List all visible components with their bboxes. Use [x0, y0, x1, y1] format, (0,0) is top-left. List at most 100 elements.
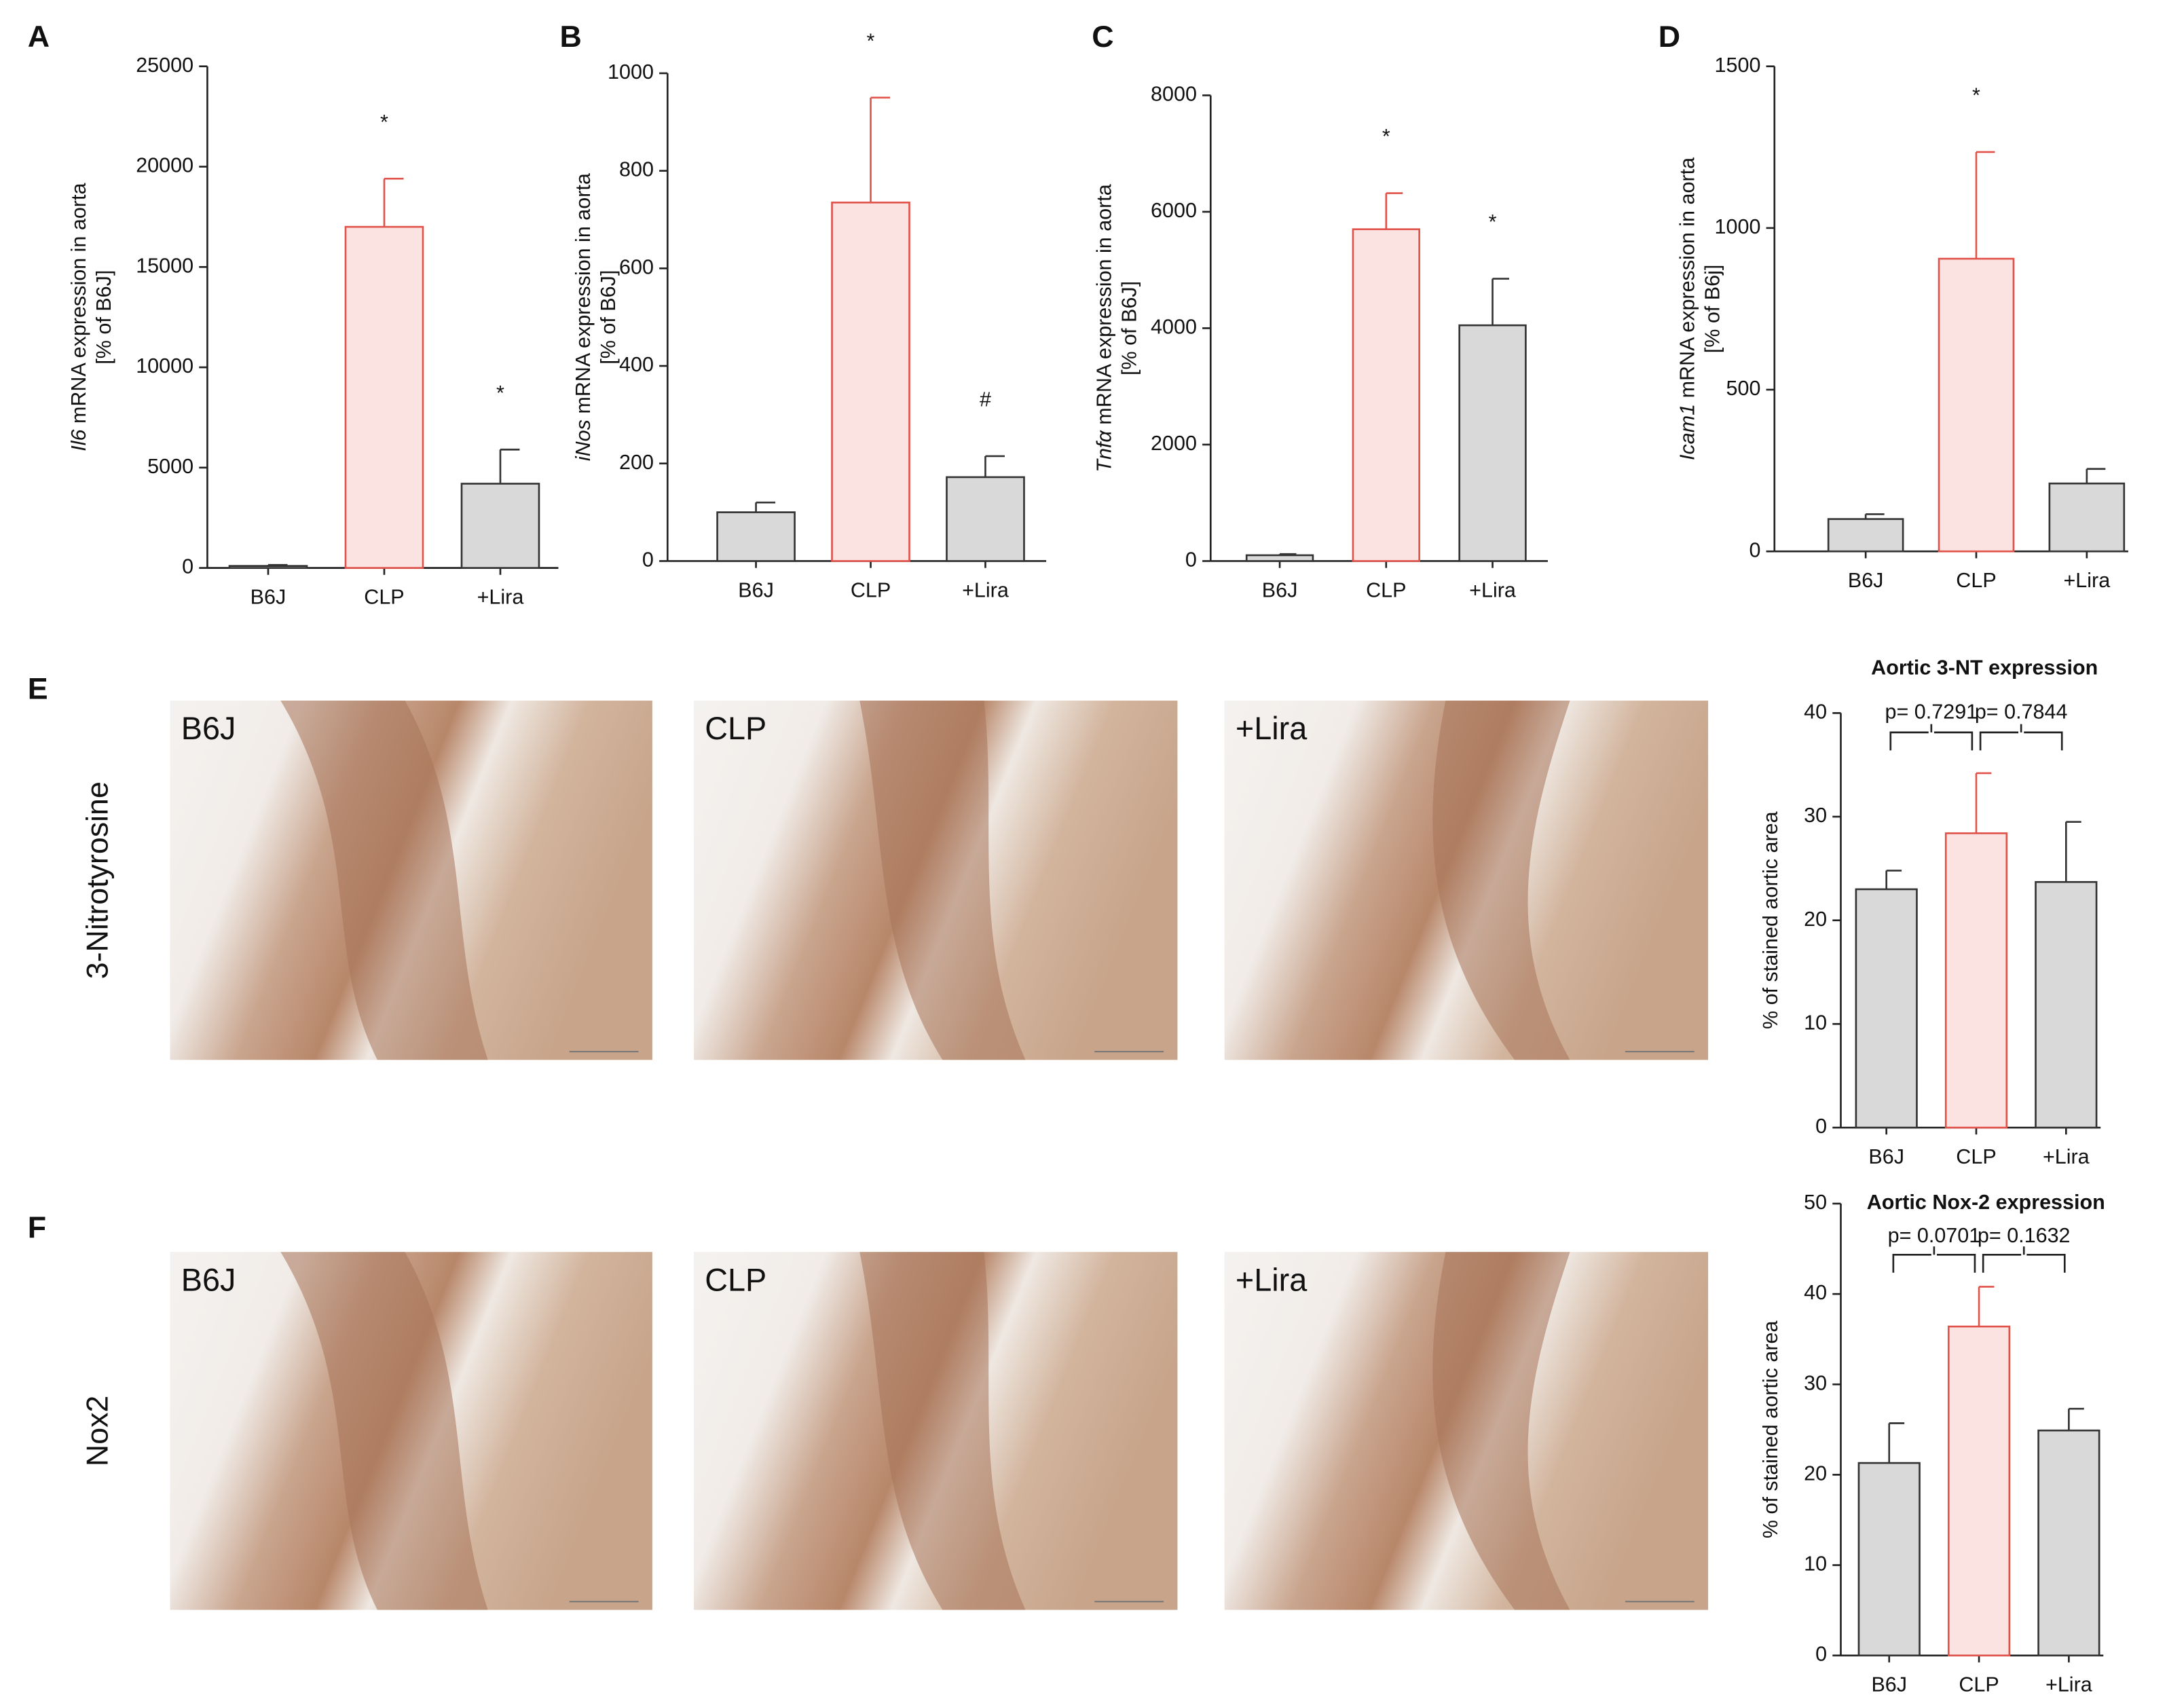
y-axis-label: iNos mRNA expression in aorta — [572, 173, 595, 461]
x-tick-label: CLP — [1366, 578, 1406, 601]
panel-letter: B — [560, 20, 582, 54]
tissue-layer — [859, 701, 1026, 1060]
chart-title: Aortic Nox-2 expression — [1867, 1191, 2105, 1214]
significance-mark: * — [496, 382, 504, 405]
x-tick-label: CLP — [1956, 569, 1996, 592]
chart-title: Aortic 3-NT expression — [1871, 656, 2098, 679]
x-tick-label: B6J — [738, 578, 774, 601]
y-tick-label: 2000 — [1151, 432, 1197, 455]
significance-mark: * — [1972, 84, 1980, 107]
y-tick-label: 20 — [1804, 908, 1827, 931]
y-axis-label-unit: [% of B6J] — [597, 270, 620, 365]
panel-letter: A — [28, 20, 50, 54]
y-tick-label: 10000 — [136, 354, 193, 377]
y-axis-label: % of stained aortic area — [1759, 1321, 1782, 1539]
y-tick-label: 6000 — [1151, 199, 1197, 222]
x-tick-label: +Lira — [2063, 569, 2110, 592]
y-tick-label: 0 — [1815, 1115, 1827, 1138]
bar — [2037, 1429, 2100, 1656]
y-axis-label-unit: [% of B6J] — [92, 270, 115, 365]
y-axis-label: % of stained aortic area — [1759, 811, 1782, 1029]
x-tick-label: B6J — [1848, 569, 1884, 592]
row-label: 3-Nitrotyrosine — [80, 781, 114, 979]
p-value: p= 0.0701 — [1888, 1224, 1981, 1247]
bar — [831, 201, 910, 562]
y-tick-label: 5000 — [147, 455, 193, 478]
micrograph-label: +Lira — [1236, 1262, 1308, 1297]
y-tick-label: 1500 — [1715, 54, 1761, 77]
bar — [344, 225, 424, 569]
bar — [946, 476, 1025, 562]
bar — [460, 483, 540, 569]
y-axis-label-gene: iNos — [572, 420, 595, 461]
x-tick-label: CLP — [364, 585, 404, 608]
micrograph-label: CLP — [705, 1262, 766, 1297]
bar — [1827, 518, 1904, 553]
bar — [1458, 324, 1527, 562]
panel-letter: F — [28, 1211, 46, 1245]
micrograph-label: +Lira — [1236, 711, 1308, 746]
y-axis-label: Il6 mRNA expression in aorta — [67, 183, 90, 451]
significance-mark: * — [867, 29, 875, 52]
panel-letter: D — [1659, 20, 1680, 54]
y-tick-label: 600 — [619, 255, 654, 278]
x-tick-label: CLP — [1959, 1673, 1999, 1696]
y-tick-label: 30 — [1804, 1371, 1827, 1394]
y-axis-label-gene: Tnfα — [1093, 430, 1116, 472]
bar — [228, 565, 308, 569]
x-tick-label: B6J — [1262, 578, 1298, 601]
y-axis-label-gene: Il6 — [67, 430, 90, 451]
p-value: p= 0.7291 — [1885, 700, 1978, 723]
significance-mark: * — [1489, 210, 1497, 234]
panel-letter: E — [28, 672, 48, 706]
y-tick-label: 15000 — [136, 254, 193, 277]
micrograph-label: B6J — [181, 711, 236, 746]
y-tick-label: 0 — [1185, 549, 1197, 572]
x-tick-label: +Lira — [1469, 578, 1516, 601]
y-axis-label-gene: Icam1 — [1676, 404, 1699, 460]
micrograph-label: B6J — [181, 1262, 236, 1297]
significance-mark: * — [1382, 125, 1390, 148]
bar — [2035, 880, 2098, 1129]
y-axis-label: Tnfα mRNA expression in aorta — [1093, 184, 1116, 472]
bar — [1938, 257, 2015, 553]
y-tick-label: 50 — [1804, 1191, 1827, 1214]
y-tick-label: 40 — [1804, 700, 1827, 723]
bar — [1855, 888, 1918, 1129]
x-tick-label: +Lira — [2043, 1145, 2090, 1168]
x-tick-label: +Lira — [477, 585, 524, 608]
micrograph-label: CLP — [705, 711, 766, 746]
y-tick-label: 40 — [1804, 1281, 1827, 1304]
tissue-layer — [280, 1252, 488, 1610]
x-tick-label: B6J — [1871, 1673, 1907, 1696]
y-tick-label: 8000 — [1151, 83, 1197, 106]
y-axis-label-unit: [% of B6j] — [1701, 265, 1724, 354]
y-tick-label: 800 — [619, 158, 654, 181]
y-tick-label: 200 — [619, 451, 654, 474]
y-tick-label: 0 — [1815, 1643, 1827, 1666]
y-axis-label-text: mRNA expression in aorta — [1093, 184, 1116, 430]
bar — [716, 511, 796, 562]
y-tick-label: 25000 — [136, 54, 193, 77]
p-value: p= 0.7844 — [1975, 700, 2068, 723]
y-tick-label: 0 — [642, 549, 654, 572]
y-axis-label-unit: [% of B6J] — [1117, 281, 1141, 375]
y-tick-label: 4000 — [1151, 316, 1197, 339]
bar — [1947, 1325, 2011, 1656]
row-label: Nox2 — [80, 1396, 114, 1467]
tissue-layer — [1432, 701, 1570, 1060]
y-axis-label-text: mRNA expression in aorta — [572, 173, 595, 420]
y-tick-label: 20000 — [136, 154, 193, 177]
x-tick-label: CLP — [851, 578, 891, 601]
x-tick-label: CLP — [1956, 1145, 1996, 1168]
y-tick-label: 400 — [619, 353, 654, 376]
y-axis-label-text: mRNA expression in aorta — [1676, 157, 1699, 404]
y-tick-label: 1000 — [1715, 215, 1761, 238]
bar — [1857, 1462, 1921, 1656]
comparison-bracket — [1979, 724, 2063, 751]
panel-letter: C — [1092, 20, 1113, 54]
bar — [1352, 228, 1420, 562]
bar — [1245, 554, 1314, 562]
